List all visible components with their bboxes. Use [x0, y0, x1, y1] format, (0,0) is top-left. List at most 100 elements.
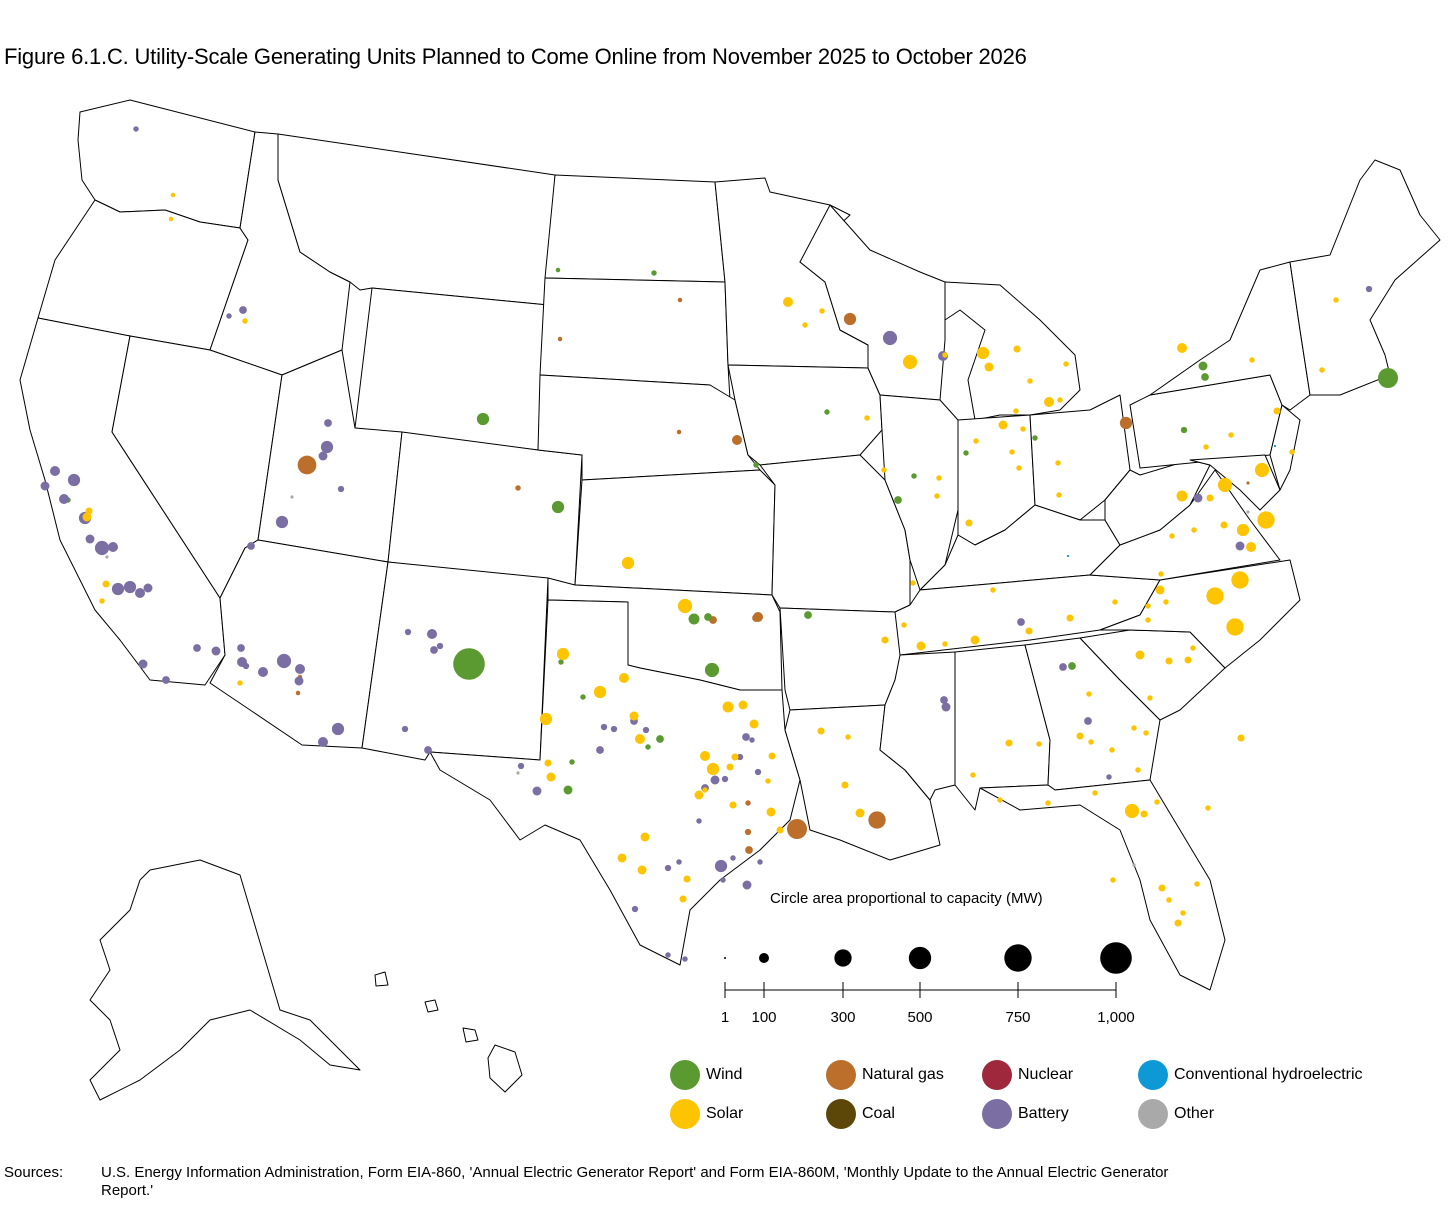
- plant-marker-battery: [162, 676, 170, 684]
- plant-marker-battery: [1193, 493, 1203, 503]
- plant-marker-other: [290, 495, 294, 499]
- state-wyoming: [354, 287, 549, 451]
- plant-marker-battery: [676, 859, 682, 865]
- plant-marker-solar: [934, 493, 940, 499]
- plant-marker-solar: [1206, 587, 1224, 605]
- plant-marker-battery: [193, 644, 201, 652]
- plant-marker-solar: [1063, 361, 1069, 367]
- plant-marker-solar: [916, 641, 926, 651]
- plant-marker-battery: [742, 733, 750, 741]
- plant-marker-battery: [610, 725, 618, 733]
- scale-circle: [1100, 942, 1132, 974]
- plant-marker-battery: [436, 642, 444, 650]
- state-north-carolina: [1099, 559, 1301, 669]
- plant-marker-solar: [910, 580, 916, 586]
- plant-marker-battery: [226, 313, 232, 319]
- plant-marker-solar: [1194, 881, 1200, 887]
- plant-marker-battery: [642, 726, 650, 734]
- legend-swatch: [1138, 1099, 1168, 1129]
- plant-marker-solar: [677, 598, 693, 614]
- state-north-dakota: [544, 174, 726, 283]
- plant-marker-solar: [1147, 695, 1153, 701]
- plant-marker-solar: [1110, 877, 1116, 883]
- plant-marker-natural-gas: [843, 312, 857, 326]
- plant-marker-solar: [635, 734, 645, 744]
- plant-marker-solar: [855, 808, 865, 818]
- plant-marker-wind: [651, 270, 657, 276]
- plant-marker-solar: [1135, 767, 1141, 773]
- state-alaska: [89, 859, 361, 1101]
- plant-marker-wind: [704, 613, 712, 621]
- plant-marker-other: [516, 771, 520, 775]
- plant-marker-battery: [50, 466, 60, 476]
- legend-swatch: [826, 1099, 856, 1129]
- plant-marker-solar: [1273, 407, 1281, 415]
- plant-marker-solar: [1249, 357, 1255, 363]
- plant-marker-wind: [1198, 361, 1208, 371]
- plant-marker-battery: [85, 534, 95, 544]
- plant-marker-solar: [700, 751, 710, 761]
- plant-marker-wind: [1378, 368, 1398, 388]
- plant-marker-wind: [1032, 435, 1038, 441]
- plant-marker-battery: [258, 667, 268, 677]
- plant-marker-battery: [320, 440, 334, 454]
- plant-marker-battery: [941, 702, 951, 712]
- plant-marker-wind: [569, 759, 575, 765]
- plant-marker-battery: [294, 676, 304, 686]
- plant-marker-solar: [1231, 571, 1249, 589]
- plant-marker-battery: [754, 768, 762, 776]
- plant-marker-solar: [1217, 477, 1233, 493]
- legend-swatch: [670, 1099, 700, 1129]
- legend-item-hydro: Conventional hydroelectric: [1138, 1060, 1363, 1090]
- plant-marker-solar: [965, 519, 973, 527]
- plant-marker-wind: [1068, 662, 1076, 670]
- plant-marker-solar: [841, 781, 849, 789]
- plant-marker-solar: [593, 685, 607, 699]
- plant-marker-solar: [881, 467, 887, 473]
- plant-marker-battery: [135, 588, 145, 598]
- state-michigan: [944, 281, 1081, 421]
- plant-marker-solar: [901, 622, 907, 628]
- plant-marker-battery: [882, 330, 898, 346]
- plant-marker-solar: [1169, 533, 1175, 539]
- plant-marker-solar: [1045, 800, 1051, 806]
- plant-marker-natural-gas: [515, 485, 521, 491]
- plant-marker-solar: [1131, 725, 1137, 731]
- plant-marker-natural-gas: [732, 435, 742, 445]
- scale-label: 1,000: [1097, 1009, 1135, 1026]
- legend-item-battery: Battery: [982, 1099, 1069, 1129]
- plant-marker-battery: [318, 451, 328, 461]
- plant-marker-solar: [1165, 657, 1173, 665]
- plant-marker-solar: [1166, 897, 1172, 903]
- state-texas: [429, 599, 801, 966]
- state-kansas: [574, 469, 776, 596]
- plant-marker-battery: [940, 696, 948, 704]
- state-colorado: [387, 431, 583, 586]
- plant-marker-solar: [1289, 449, 1295, 455]
- plant-marker-battery: [736, 753, 744, 761]
- plant-marker-other: [1246, 510, 1250, 514]
- plant-marker-solar: [694, 790, 704, 800]
- plant-marker-solar: [819, 308, 825, 314]
- plant-marker-battery: [696, 818, 702, 824]
- plant-marker-solar: [1226, 618, 1244, 636]
- state-new-england: [1289, 159, 1441, 396]
- plant-marker-battery: [1235, 541, 1245, 551]
- plant-marker-battery: [143, 583, 153, 593]
- plant-marker-wind: [1180, 426, 1188, 434]
- capacity-scale: [724, 942, 1132, 998]
- plant-marker-battery: [714, 859, 728, 873]
- plant-marker-natural-gas: [677, 297, 683, 303]
- sources-text: U.S. Energy Information Administration, …: [101, 1164, 1169, 1199]
- legend-swatch: [982, 1099, 1012, 1129]
- plant-marker-battery: [730, 855, 736, 861]
- plant-marker-solar: [621, 556, 635, 570]
- plant-marker-wind: [453, 648, 485, 680]
- sources-label: Sources:: [4, 1164, 64, 1181]
- plant-marker-solar: [1013, 345, 1021, 353]
- plant-marker-solar: [683, 875, 691, 883]
- plant-marker-battery: [517, 762, 525, 770]
- plant-marker-solar: [1177, 343, 1187, 353]
- plant-marker-battery: [40, 481, 50, 491]
- plant-marker-wind: [1201, 373, 1209, 381]
